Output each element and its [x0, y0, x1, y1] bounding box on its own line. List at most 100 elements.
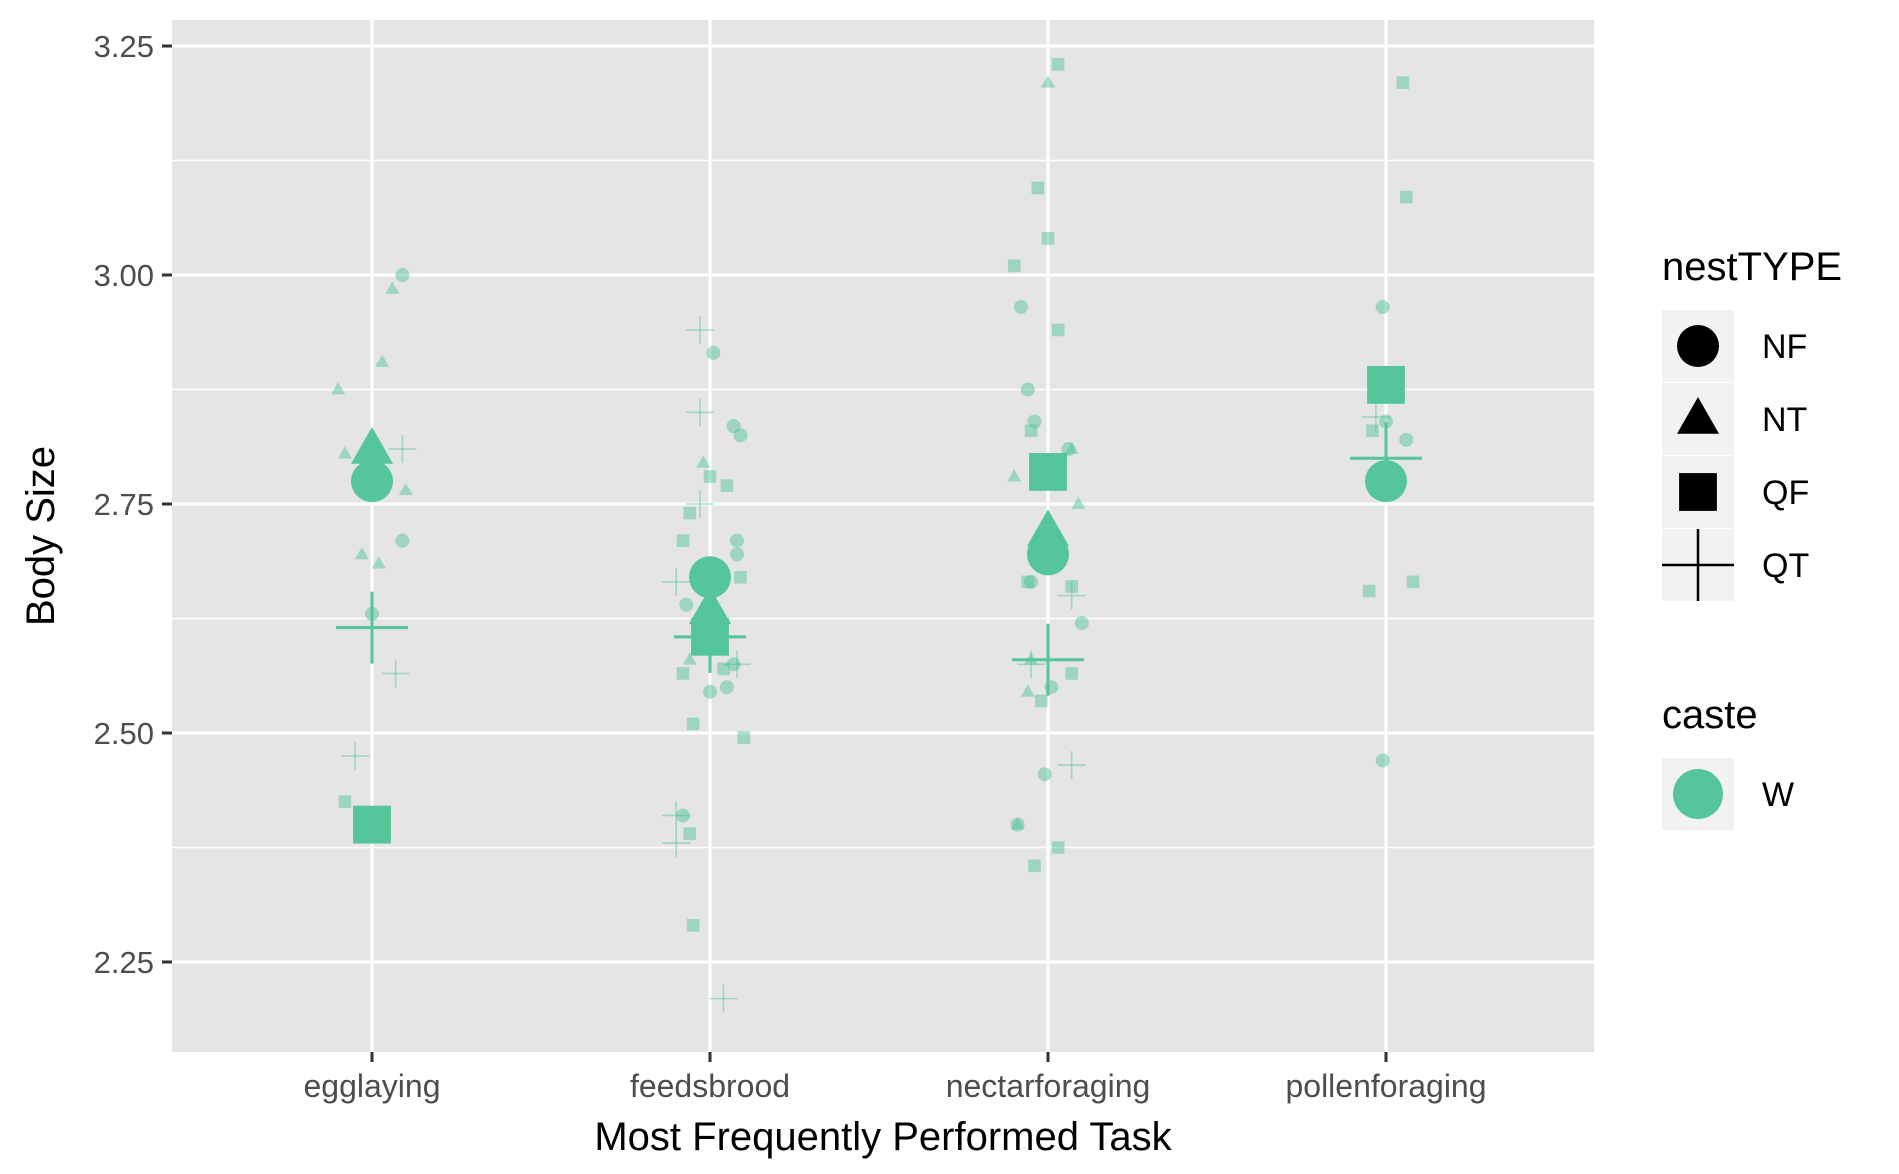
data-point — [682, 652, 697, 665]
data-point — [706, 345, 721, 360]
data-point — [337, 446, 352, 459]
data-point — [395, 268, 410, 282]
data-point — [685, 398, 714, 427]
legend-triangle-icon — [1677, 396, 1719, 434]
data-point — [338, 795, 352, 808]
data-point — [395, 533, 410, 548]
data-point — [1028, 859, 1041, 873]
data-point — [1051, 58, 1065, 71]
plot-panel — [172, 20, 1594, 1052]
data-point — [1362, 584, 1376, 598]
legend-color-swatch — [1673, 769, 1723, 819]
data-point — [703, 684, 717, 699]
data-point — [733, 428, 748, 443]
mean-marker — [1012, 623, 1084, 696]
legend: nestTYPE caste NF NT QF QT W — [1662, 245, 1842, 830]
data-point — [1375, 300, 1390, 315]
data-point — [1041, 232, 1055, 245]
legend-title-caste: caste — [1662, 693, 1758, 737]
data-point — [1020, 684, 1035, 697]
data-point — [719, 680, 734, 695]
data-point — [676, 667, 690, 680]
data-point — [720, 479, 734, 492]
mean-marker — [1029, 453, 1067, 491]
data-point — [1031, 181, 1045, 195]
axes: 2.25 2.50 2.75 3.00 3.25 egglaying feedsbrood n… — [94, 29, 1487, 1104]
data-point — [1051, 841, 1065, 854]
data-point — [679, 597, 694, 612]
data-point — [1044, 680, 1059, 695]
data-point — [734, 570, 747, 584]
data-point — [398, 482, 413, 496]
mean-markers — [336, 366, 1422, 844]
data-point — [1041, 75, 1055, 88]
data-point — [1065, 667, 1078, 680]
data-point — [1057, 581, 1086, 610]
data-point — [1399, 190, 1413, 204]
data-point — [1051, 323, 1065, 337]
data-point — [341, 741, 370, 770]
y-axis-title: Body Size — [19, 446, 63, 626]
data-point — [1007, 259, 1021, 273]
data-point — [1021, 575, 1035, 589]
data-point — [1379, 414, 1393, 429]
data-point — [1375, 753, 1390, 768]
data-point — [1361, 402, 1390, 431]
data-point — [385, 281, 400, 294]
mean-marker — [336, 591, 408, 664]
x-tick-label: feedsbrood — [630, 1068, 790, 1104]
data-point — [1406, 575, 1420, 589]
data-point — [1074, 616, 1089, 631]
legend-label: QT — [1762, 547, 1809, 585]
data-point — [1017, 650, 1046, 679]
data-point — [730, 533, 745, 548]
data-point — [696, 455, 711, 468]
data-point — [683, 506, 697, 520]
data-point — [685, 490, 714, 518]
legend-cross-icon — [1662, 529, 1734, 601]
mean-marker — [351, 426, 393, 464]
x-tick-label: egglaying — [304, 1068, 441, 1104]
legend-label: NT — [1762, 401, 1807, 439]
x-tick-label: pollenforaging — [1285, 1068, 1486, 1104]
mean-marker — [353, 805, 391, 844]
data-point — [662, 567, 691, 596]
mean-marker — [1367, 366, 1405, 404]
data-point — [1057, 751, 1086, 780]
y-tick-label: 3.00 — [94, 258, 154, 293]
mean-marker — [351, 460, 393, 503]
data-point — [709, 984, 738, 1013]
data-point — [375, 354, 390, 367]
data-point — [723, 650, 752, 679]
mean-marker — [689, 556, 731, 599]
data-point — [381, 659, 410, 688]
legend-title-nesttype: nestTYPE — [1662, 245, 1842, 289]
data-point — [717, 662, 730, 676]
data-point — [1366, 424, 1379, 438]
data-point — [1013, 300, 1028, 315]
data-point — [371, 556, 386, 569]
x-tick-label: nectarforaging — [946, 1068, 1151, 1104]
points — [331, 58, 1420, 1013]
data-point — [683, 827, 697, 841]
legend-square-icon — [1679, 473, 1717, 511]
data-point — [662, 801, 691, 830]
y-tick-label: 2.50 — [94, 716, 154, 751]
data-point — [686, 717, 700, 731]
data-point — [1064, 441, 1079, 454]
data-point — [1071, 496, 1086, 509]
data-point — [1024, 424, 1038, 438]
data-point — [676, 534, 690, 547]
legend-circle-icon — [1677, 325, 1719, 367]
data-point — [354, 547, 369, 560]
data-point — [1034, 694, 1048, 708]
data-point — [730, 547, 745, 562]
y-tick-label: 3.25 — [94, 29, 154, 64]
data-point — [1010, 817, 1025, 830]
data-point — [662, 828, 691, 857]
data-point — [1020, 382, 1035, 397]
data-point — [388, 435, 417, 464]
data-point — [331, 382, 346, 395]
data-point — [1007, 469, 1022, 482]
